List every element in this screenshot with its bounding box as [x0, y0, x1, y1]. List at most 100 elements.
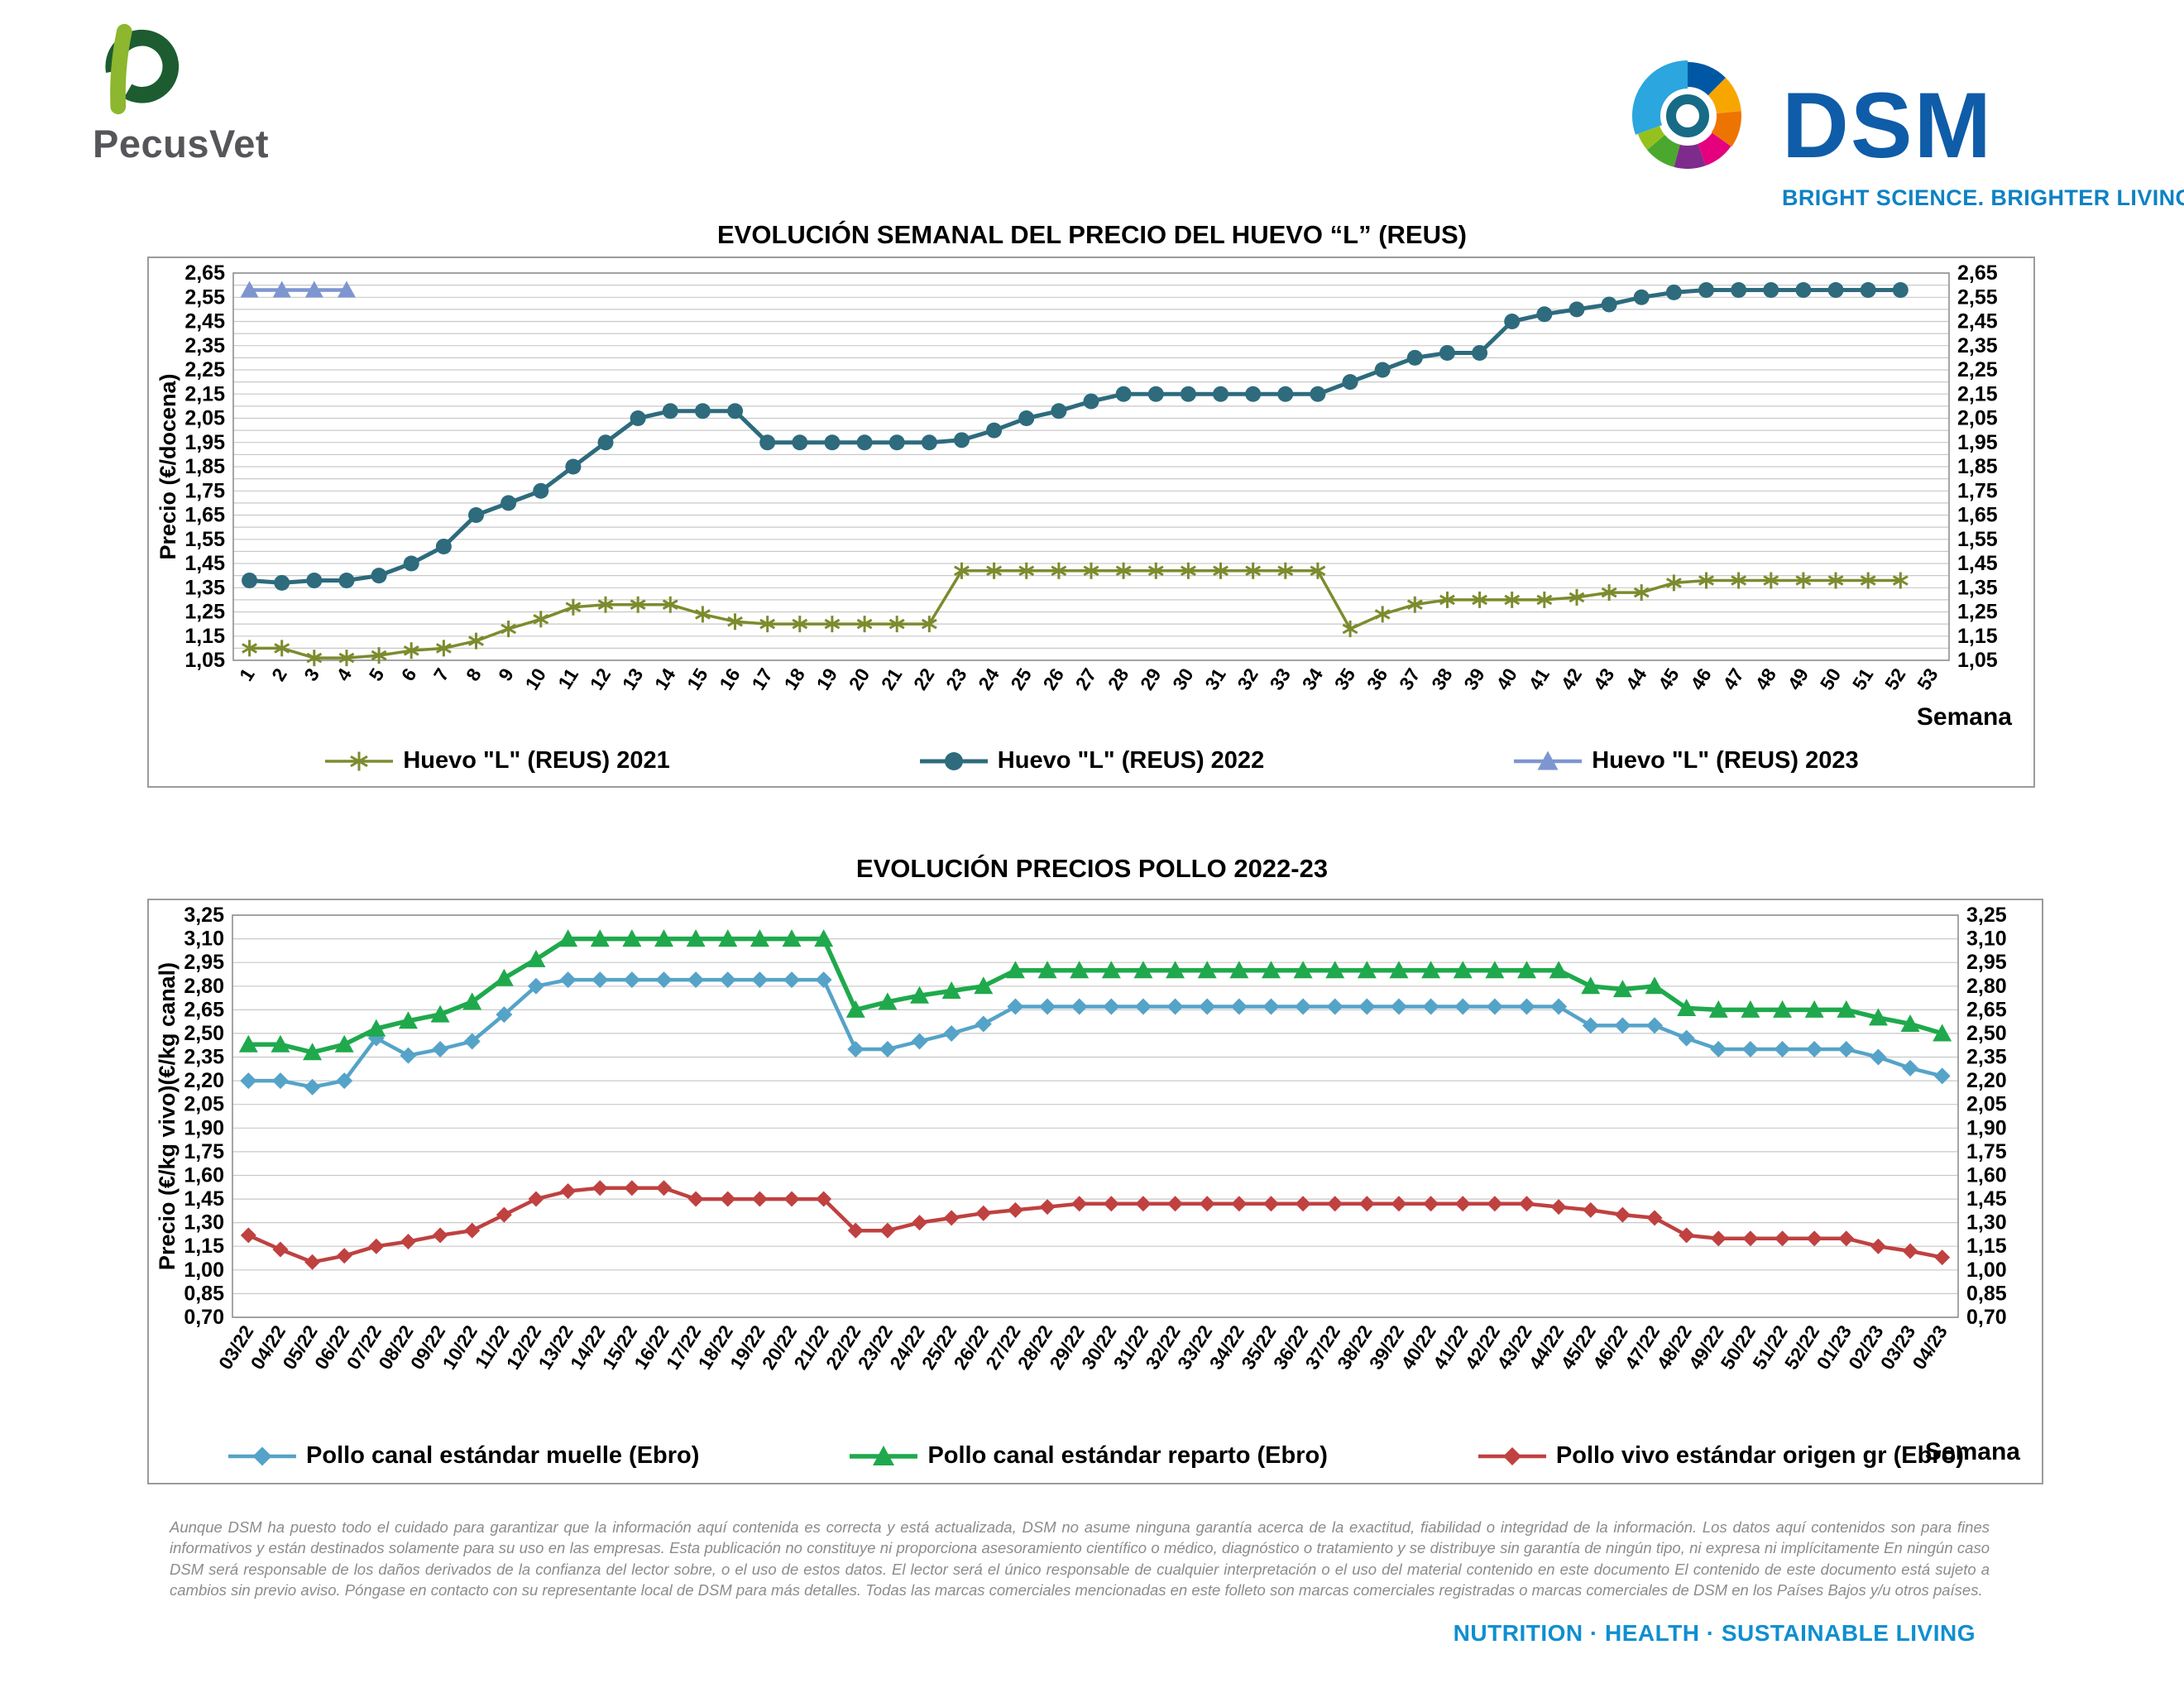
- y-tick-label-right: 1,45: [1957, 552, 1998, 575]
- y-tick-label: 2,25: [184, 358, 225, 381]
- y-tick-label-right: 1,55: [1957, 528, 1998, 551]
- x-tick-label: 36: [1363, 664, 1392, 693]
- x-tick-label: 29: [1136, 664, 1166, 693]
- x-tick-label: 37: [1395, 664, 1425, 693]
- y-tick-label: 1,60: [184, 1163, 224, 1187]
- x-tick-label: 6: [397, 664, 421, 685]
- y-tick-label-right: 2,05: [1966, 1093, 2007, 1116]
- x-tick-label: 39: [1459, 664, 1489, 693]
- x-tick-label: 40: [1492, 664, 1521, 693]
- legend-item: Huevo "L" (REUS) 2022: [918, 747, 1264, 774]
- x-tick-label: 18: [779, 664, 809, 694]
- x-tick-label: 14: [650, 664, 680, 694]
- y-tick-label-right: 2,35: [1957, 334, 1998, 357]
- y-tick-label-right: 1,85: [1957, 455, 1998, 478]
- legend-diamond-icon: [228, 1446, 297, 1465]
- x-tick-label: 24: [974, 664, 1003, 694]
- x-tick-label: 32: [1233, 664, 1262, 693]
- dsm-tagline: BRIGHT SCIENCE. BRIGHTER LIVING.: [1782, 185, 2184, 210]
- y-tick-label: 1,55: [184, 528, 225, 551]
- x-tick-label: 34: [1298, 664, 1328, 694]
- y-tick-label-right: 2,55: [1957, 285, 1998, 309]
- x-tick-label: 04/23: [1908, 1321, 1952, 1374]
- y-tick-label-right: 1,95: [1957, 431, 1998, 454]
- series-line-0: [249, 569, 1901, 659]
- x-tick-label: 42: [1557, 664, 1587, 693]
- dsm-footer-tagline: NUTRITION · HEALTH · SUSTAINABLE LIVING: [1453, 1620, 1976, 1646]
- y-tick-label-right: 2,20: [1966, 1069, 2007, 1092]
- y-tick-label-right: 2,95: [1966, 951, 2007, 974]
- y-tick-label-right: 3,25: [1966, 904, 2007, 927]
- y-tick-label-right: 1,60: [1966, 1163, 2007, 1187]
- dsm-logo: DSM BRIGHT SCIENCE. BRIGHTER LIVING.: [1612, 36, 2184, 211]
- y-tick-label: 2,20: [184, 1069, 224, 1092]
- x-tick-label: 11: [553, 664, 582, 693]
- x-tick-label: 49: [1784, 664, 1813, 693]
- y-tick-label-right: 3,10: [1966, 928, 2007, 951]
- y-tick-label-right: 1,75: [1957, 479, 1998, 502]
- egg-chart-box: 1,05 1,05 1,15 1,15 1,25 1,25 1,35 1,35 1,45 1,45…: [147, 257, 2035, 788]
- legend-item: Huevo "L" (REUS) 2021: [323, 747, 670, 774]
- x-tick-label: 47: [1718, 664, 1748, 693]
- legend-label: Pollo canal estándar reparto (Ebro): [927, 1442, 1328, 1469]
- legend-item: Huevo "L" (REUS) 2023: [1512, 747, 1859, 774]
- y-tick-label: 3,10: [184, 928, 224, 951]
- y-tick-label-right: 1,65: [1957, 504, 1998, 527]
- x-tick-label: 38: [1427, 664, 1457, 694]
- y-tick-label: 1,45: [184, 552, 225, 575]
- x-tick-label: 25: [1006, 664, 1036, 694]
- x-tick-label: 52: [1880, 664, 1910, 693]
- y-tick-label-right: 1,90: [1966, 1116, 2007, 1139]
- pecusvet-logo: PecusVet: [93, 22, 269, 166]
- y-tick-label: 1,95: [184, 431, 225, 454]
- x-tick-label: 19: [812, 664, 842, 693]
- y-tick-label: 2,55: [184, 285, 225, 309]
- y-tick-label-right: 1,25: [1957, 601, 1998, 624]
- y-tick-label: 1,15: [184, 1235, 224, 1258]
- y-tick-label: 2,95: [184, 951, 224, 974]
- y-tick-label: 1,85: [184, 455, 225, 478]
- x-tick-label: 22: [909, 664, 939, 693]
- x-tick-label: 21: [877, 664, 907, 694]
- x-tick-label: 48: [1751, 664, 1780, 694]
- legend-triangle-icon: [850, 1445, 918, 1465]
- y-tick-label-right: 1,15: [1957, 625, 1998, 648]
- y-tick-label: 1,25: [184, 601, 225, 624]
- x-tick-label: 45: [1654, 664, 1684, 694]
- y-tick-label: 1,35: [184, 576, 225, 599]
- y-tick-label-right: 1,45: [1966, 1187, 2007, 1211]
- chicken-chart-legend: Pollo canal estándar muelle (Ebro) Pollo …: [149, 1442, 2042, 1470]
- y-tick-label: 2,45: [184, 310, 225, 333]
- x-tick-label: 17: [747, 664, 777, 693]
- legend-diamond-icon: [1478, 1446, 1546, 1465]
- x-tick-label: 12: [586, 664, 615, 693]
- x-tick-label: 28: [1104, 664, 1133, 694]
- y-tick-label-right: 2,05: [1957, 407, 1998, 430]
- y-tick-label-right: 2,65: [1966, 998, 2007, 1021]
- x-tick-label: 26: [1038, 664, 1068, 693]
- y-axis-title: Precio (€/docena): [156, 373, 180, 559]
- y-tick-label: 3,25: [184, 904, 224, 927]
- egg-chart-legend: Huevo "L" (REUS) 2021 Huevo "L" (REUS) 20…: [149, 747, 2033, 774]
- x-tick-label: 4: [332, 664, 356, 685]
- y-tick-label-right: 2,15: [1957, 382, 1998, 405]
- y-tick-label: 1,45: [184, 1187, 224, 1211]
- y-tick-label: 2,05: [184, 407, 225, 430]
- egg-chart-title: EVOLUCIÓN SEMANAL DEL PRECIO DEL HUEVO “…: [717, 220, 1467, 249]
- y-axis-title: Precio (€/kg vivo)(€/kg canal): [155, 962, 180, 1270]
- y-tick-label-right: 2,35: [1966, 1046, 2007, 1069]
- x-tick-label: 7: [429, 664, 453, 685]
- x-tick-label: 46: [1686, 664, 1716, 693]
- egg-price-chart: 1,05 1,051,15 1,151,25 1,251,35 1,351,45 1,45…: [156, 261, 1998, 694]
- x-tick-label: 10: [520, 664, 550, 693]
- x-tick-label: 15: [682, 664, 712, 694]
- y-tick-label: 2,35: [184, 334, 225, 357]
- y-tick-label: 2,15: [184, 382, 225, 405]
- x-tick-label: 35: [1330, 664, 1360, 694]
- y-tick-label: 1,90: [184, 1116, 224, 1139]
- y-tick-label: 0,70: [184, 1306, 224, 1329]
- x-tick-label: 9: [494, 664, 518, 685]
- x-tick-label: 31: [1200, 664, 1230, 694]
- y-tick-label-right: 1,75: [1966, 1140, 2007, 1163]
